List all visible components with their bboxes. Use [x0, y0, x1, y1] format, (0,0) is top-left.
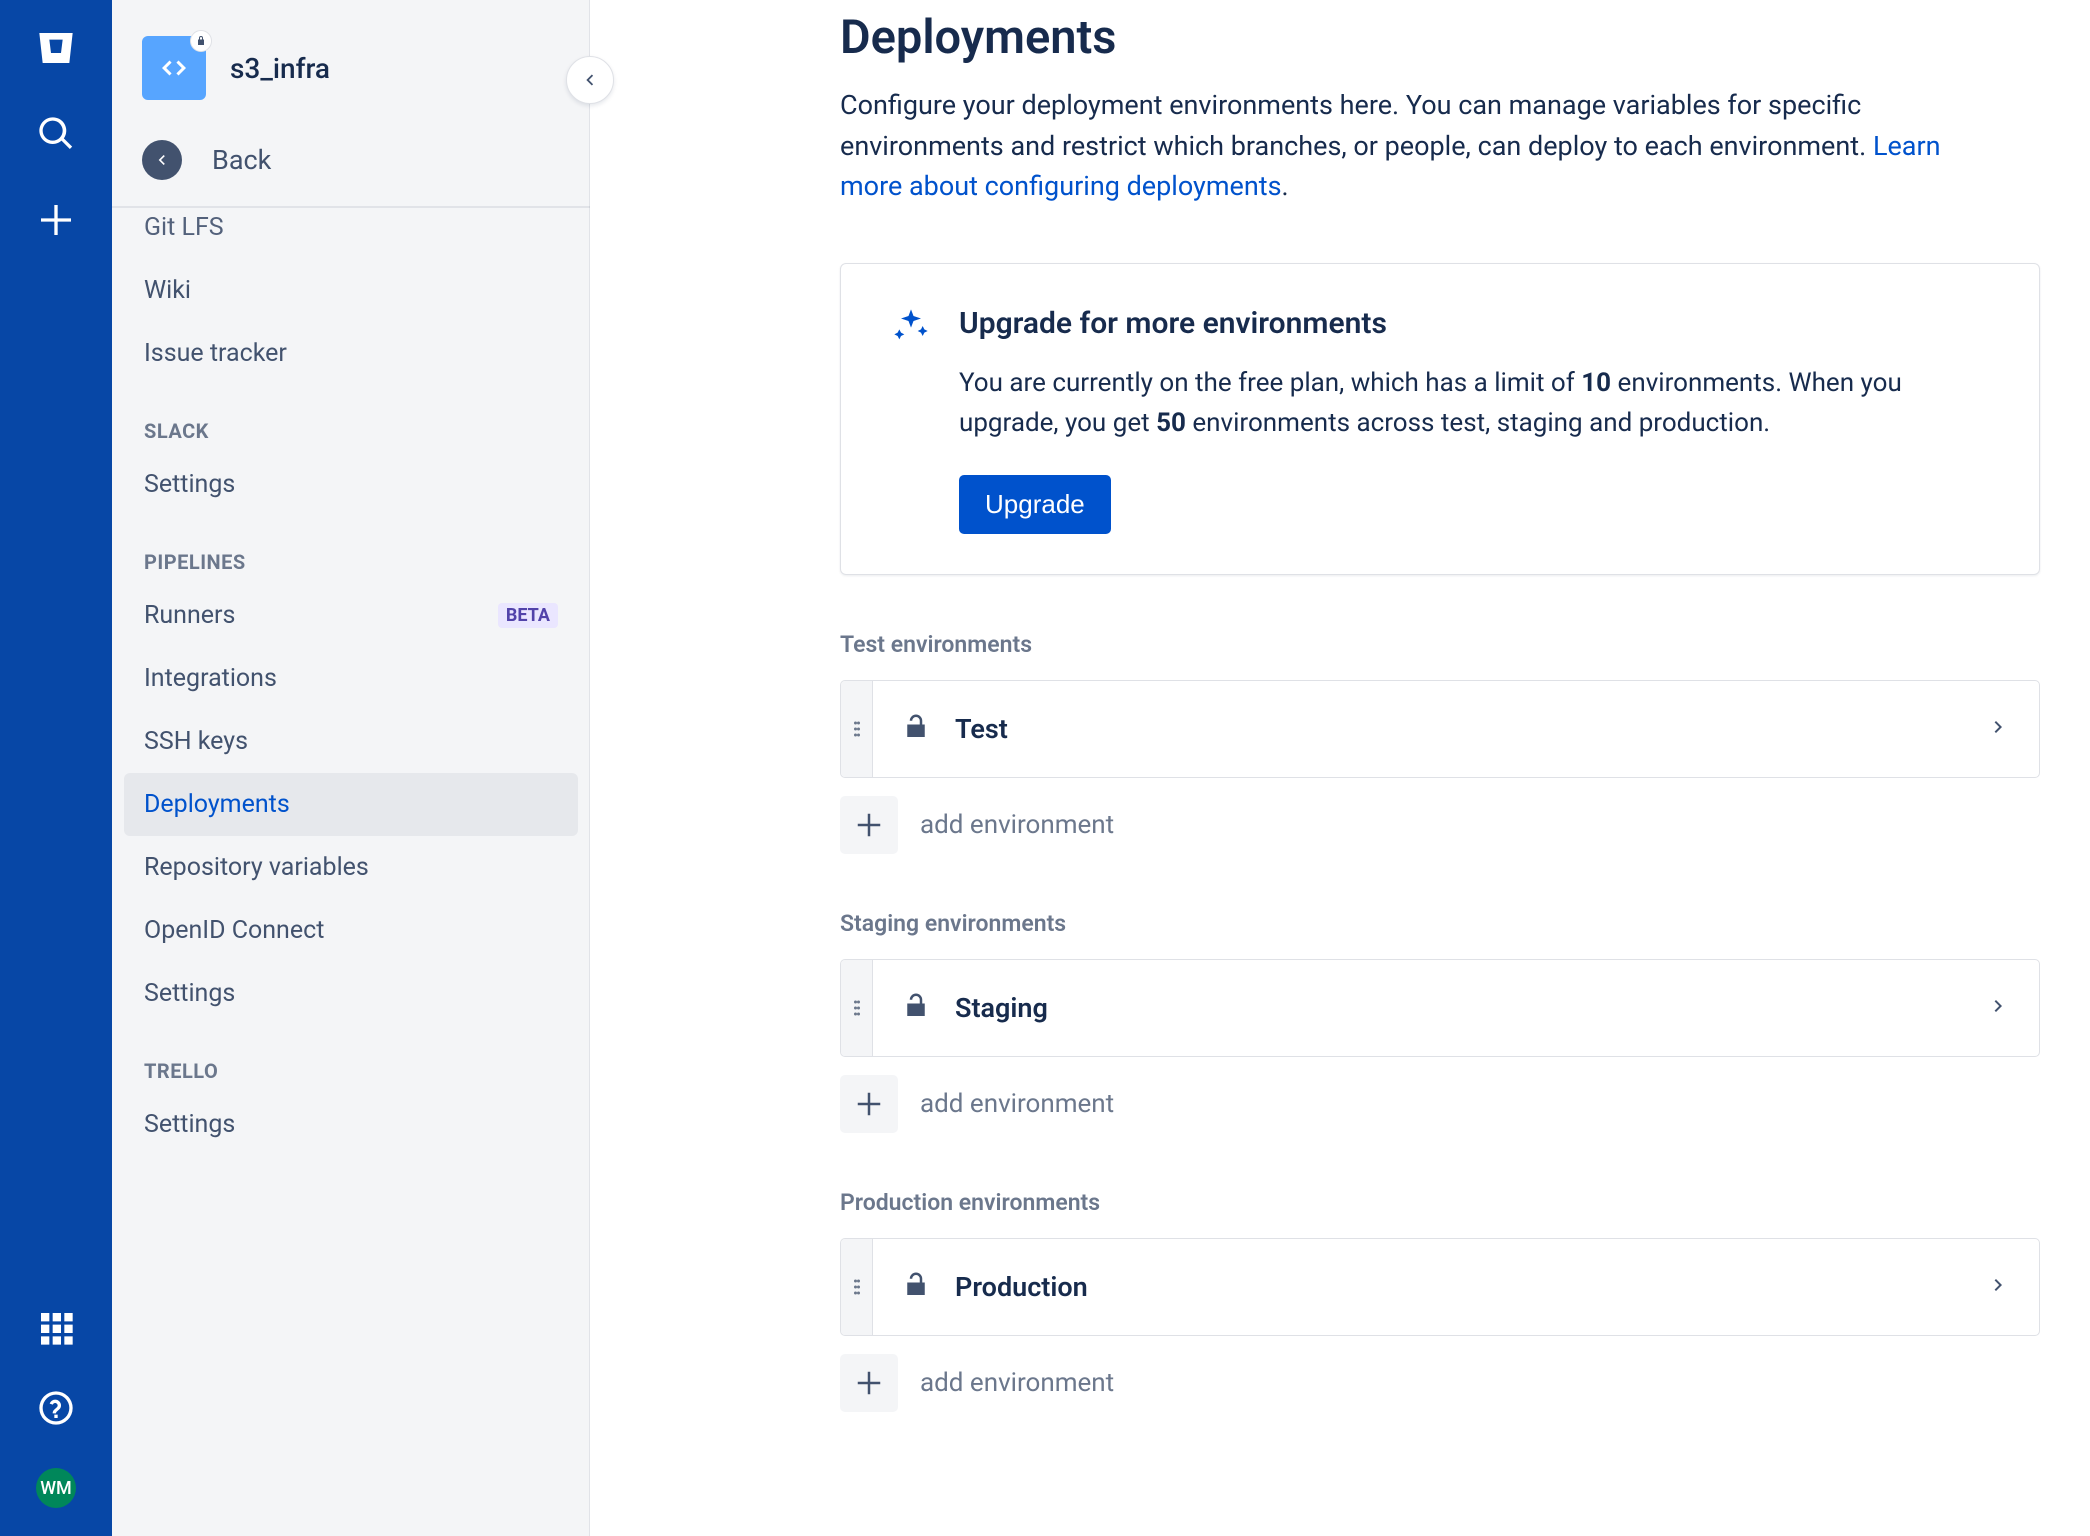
add-environment-label: add environment [920, 1089, 1114, 1119]
env-section-heading: Production environments [840, 1189, 2050, 1216]
sparkle-icon [891, 306, 931, 350]
section-heading-trello: TRELLO [124, 1025, 578, 1093]
sidebar-item-wiki[interactable]: Wiki [124, 259, 578, 322]
create-icon[interactable] [36, 200, 76, 244]
back-button[interactable]: Back [112, 126, 590, 206]
sidebar-item-git-lfs[interactable]: Git LFS [124, 208, 578, 259]
unlock-icon [901, 712, 931, 746]
beta-badge: BETA [498, 603, 558, 628]
env-section-heading: Test environments [840, 631, 2050, 658]
sidebar-item-integrations[interactable]: Integrations [124, 647, 578, 710]
help-icon[interactable] [36, 1388, 76, 1432]
add-icon[interactable] [840, 1354, 898, 1412]
chevron-right-icon [1987, 1273, 2011, 1301]
sidebar-item-openid-connect[interactable]: OpenID Connect [124, 899, 578, 962]
search-icon[interactable] [36, 114, 76, 158]
sidebar-item-ssh-keys[interactable]: SSH keys [124, 710, 578, 773]
sidebar-item-issue-tracker[interactable]: Issue tracker [124, 322, 578, 385]
sidebar-item-repository-variables[interactable]: Repository variables [124, 836, 578, 899]
add-environment-label: add environment [920, 810, 1114, 840]
back-arrow-icon [142, 140, 182, 180]
add-environment-label: add environment [920, 1368, 1114, 1398]
upgrade-card: Upgrade for more environments You are cu… [840, 263, 2040, 576]
sidebar-nav: Git LFS Wiki Issue tracker SLACK Setting… [112, 208, 590, 1469]
global-nav: WM [0, 0, 112, 1536]
unlock-icon [901, 991, 931, 1025]
add-icon[interactable] [840, 796, 898, 854]
user-avatar[interactable]: WM [36, 1468, 76, 1508]
section-heading-pipelines: PIPELINES [124, 516, 578, 584]
chevron-right-icon [1987, 994, 2011, 1022]
env-section-heading: Staging environments [840, 910, 2050, 937]
drag-handle-icon[interactable] [841, 960, 873, 1056]
sidebar-item-slack-settings[interactable]: Settings [124, 453, 578, 516]
upgrade-title: Upgrade for more environments [959, 306, 1989, 341]
environment-row[interactable]: Staging [840, 959, 2040, 1057]
add-environment-row[interactable]: add environment [840, 1075, 2040, 1133]
environment-name: Production [955, 1271, 1088, 1303]
drag-handle-icon[interactable] [841, 681, 873, 777]
add-environment-row[interactable]: add environment [840, 1354, 2040, 1412]
sidebar: s3_infra Back Git LFS Wiki Issue tracker… [112, 0, 590, 1536]
section-heading-slack: SLACK [124, 385, 578, 453]
sidebar-item-trello-settings[interactable]: Settings [124, 1093, 578, 1156]
unlock-icon [901, 1270, 931, 1304]
page-title: Deployments [840, 10, 2050, 65]
environment-row[interactable]: Test [840, 680, 2040, 778]
repo-icon [142, 36, 206, 100]
add-icon[interactable] [840, 1075, 898, 1133]
bitbucket-logo-icon[interactable] [36, 28, 76, 72]
main-content: Deployments Configure your deployment en… [590, 0, 2090, 1536]
back-label: Back [212, 144, 271, 176]
environment-row[interactable]: Production [840, 1238, 2040, 1336]
lock-icon [190, 30, 212, 52]
runners-label: Runners [144, 601, 235, 630]
environment-name: Staging [955, 992, 1048, 1024]
environment-name: Test [955, 713, 1008, 745]
repo-name[interactable]: s3_infra [230, 52, 330, 85]
sidebar-item-pipeline-settings[interactable]: Settings [124, 962, 578, 1025]
upgrade-button[interactable]: Upgrade [959, 475, 1111, 534]
page-description: Configure your deployment environments h… [840, 85, 1970, 207]
add-environment-row[interactable]: add environment [840, 796, 2040, 854]
chevron-right-icon [1987, 715, 2011, 743]
sidebar-item-runners[interactable]: Runners BETA [124, 584, 578, 647]
upgrade-text: You are currently on the free plan, whic… [959, 363, 1989, 444]
sidebar-item-deployments[interactable]: Deployments [124, 773, 578, 836]
apps-icon[interactable] [36, 1308, 76, 1352]
drag-handle-icon[interactable] [841, 1239, 873, 1335]
collapse-sidebar-button[interactable] [566, 56, 614, 104]
